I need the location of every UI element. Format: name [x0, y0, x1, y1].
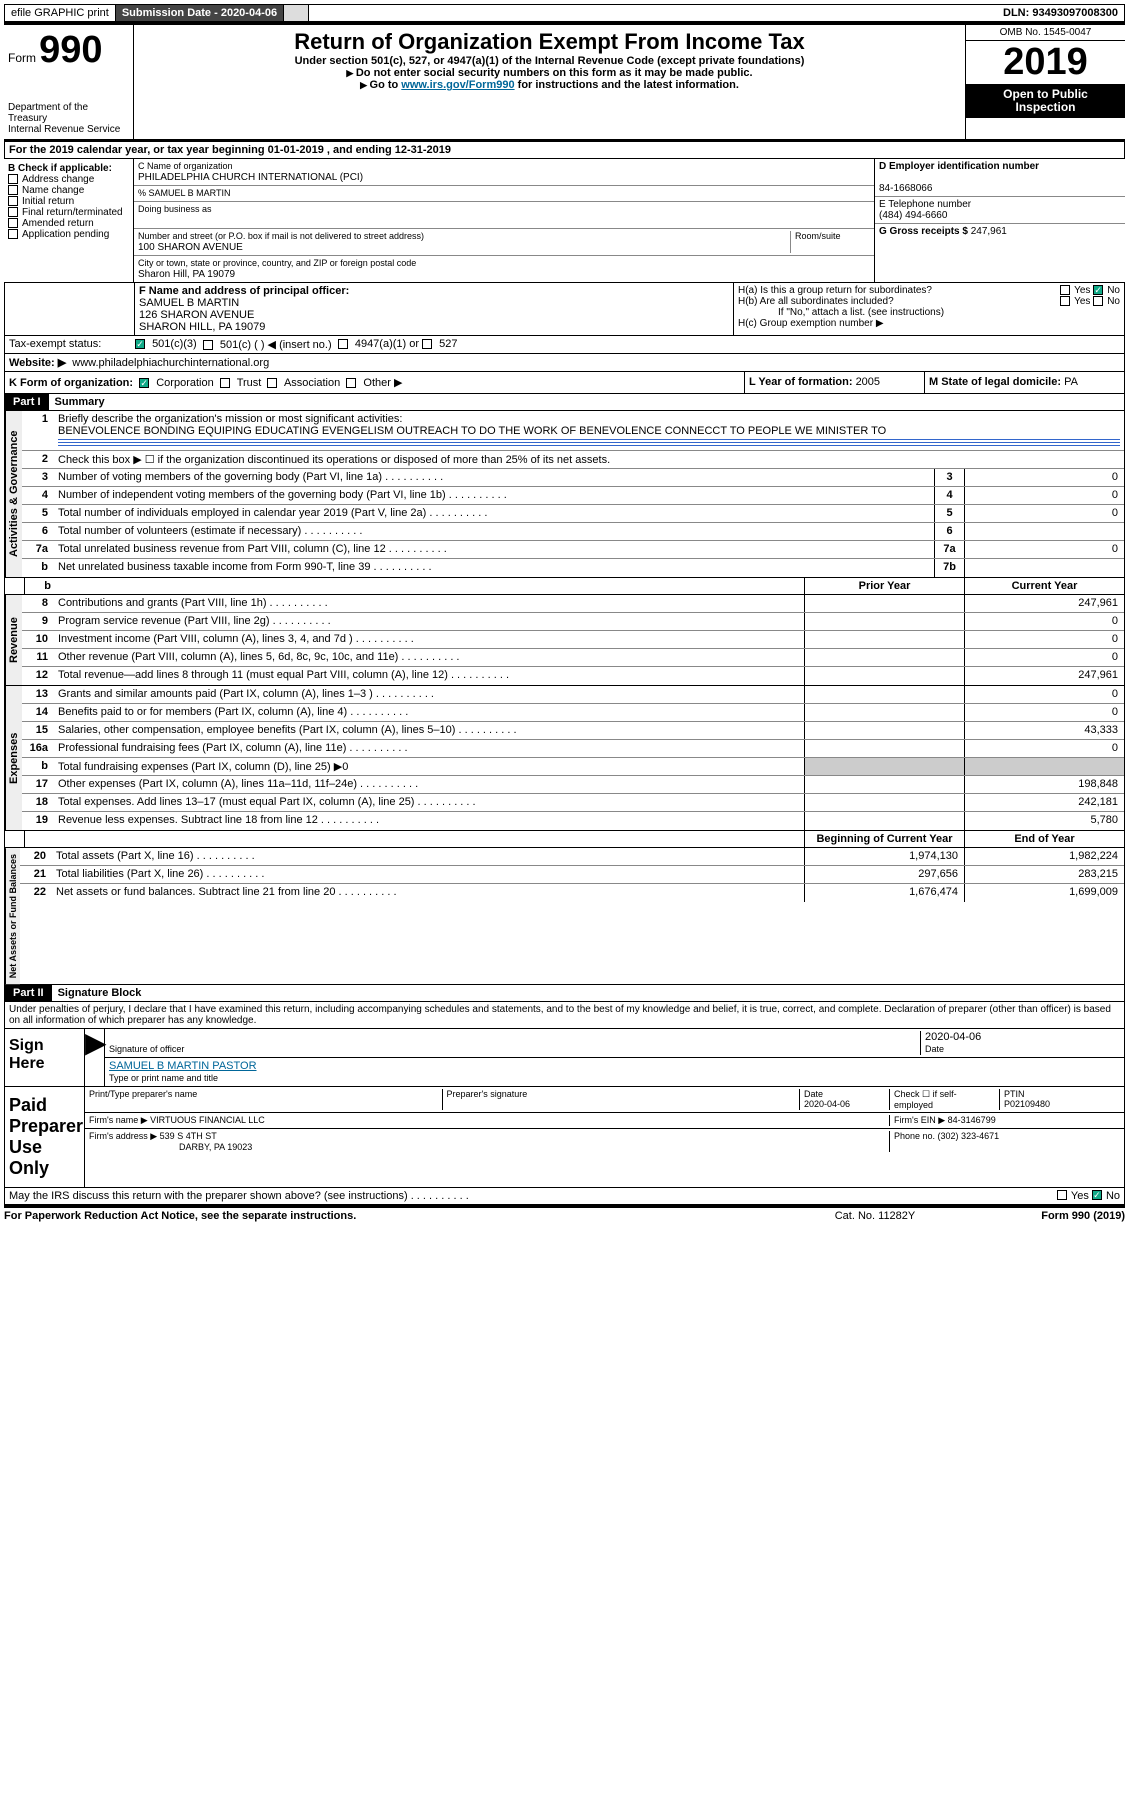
cb-trust[interactable]: [220, 378, 230, 388]
cb-irs-no[interactable]: [1092, 1190, 1102, 1200]
irs-link[interactable]: www.irs.gov/Form990: [401, 79, 514, 91]
block-b: B Check if applicable: Address change Na…: [4, 159, 134, 282]
efile-label: efile GRAPHIC print: [5, 5, 116, 21]
cb-ha-yes[interactable]: [1060, 285, 1070, 295]
submission-date-button[interactable]: Submission Date - 2020-04-06: [116, 5, 284, 21]
dept-label: Department of the Treasury Internal Reve…: [8, 102, 129, 135]
block-i: Tax-exempt status: 501(c)(3) 501(c) ( ) …: [4, 336, 1125, 354]
block-klm: K Form of organization: Corporation Trus…: [4, 372, 1125, 394]
form-header: Form 990 Department of the Treasury Inte…: [4, 25, 1125, 142]
side-governance: Activities & Governance: [5, 411, 22, 577]
cb-final-return[interactable]: Final return/terminated: [8, 207, 129, 218]
side-expenses: Expenses: [5, 686, 22, 830]
form-subtitle3: Go to www.irs.gov/Form990 for instructio…: [142, 79, 957, 91]
col-prior: Prior Year: [804, 578, 964, 594]
form-title: Return of Organization Exempt From Incom…: [142, 29, 957, 55]
cb-initial-return[interactable]: Initial return: [8, 196, 129, 207]
col-current: Current Year: [964, 578, 1124, 594]
line-a: For the 2019 calendar year, or tax year …: [4, 142, 1125, 159]
section-expenses: Expenses 13Grants and similar amounts pa…: [4, 686, 1125, 831]
jurat-text: Under penalties of perjury, I declare th…: [4, 1002, 1125, 1029]
mission-text: BENEVOLENCE BONDING EQUIPING EDUCATING E…: [58, 425, 886, 437]
section-revenue: Revenue 8Contributions and grants (Part …: [4, 595, 1125, 686]
cb-amended[interactable]: Amended return: [8, 218, 129, 229]
cb-other[interactable]: [346, 378, 356, 388]
sign-here-block: Sign Here ▶ Signature of officer2020-04-…: [4, 1029, 1125, 1087]
side-revenue: Revenue: [5, 595, 22, 685]
cb-501c[interactable]: 501(c) ( ) ◀ (insert no.): [203, 338, 332, 351]
side-net: Net Assets or Fund Balances: [5, 848, 20, 984]
part2-title: Signature Block: [52, 985, 148, 1001]
form-number: 990: [39, 29, 102, 71]
cb-corp[interactable]: [139, 378, 149, 388]
cb-4947[interactable]: 4947(a)(1) or: [338, 338, 419, 351]
cb-501c3[interactable]: 501(c)(3): [135, 338, 197, 351]
form-subtitle2: Do not enter social security numbers on …: [142, 67, 957, 79]
cb-527[interactable]: 527: [422, 338, 457, 351]
tax-year: 2019: [966, 41, 1125, 84]
cb-ha-no[interactable]: [1093, 285, 1103, 295]
paid-preparer-block: Paid Preparer Use Only Print/Type prepar…: [4, 1087, 1125, 1188]
entity-block: B Check if applicable: Address change Na…: [4, 159, 1125, 283]
may-irs-row: May the IRS discuss this return with the…: [4, 1188, 1125, 1205]
sign-arrow-icon: ▶: [85, 1029, 105, 1086]
cb-address-change[interactable]: Address change: [8, 174, 129, 185]
part1-header: Part I: [5, 394, 49, 410]
block-j: Website: ▶ www.philadelphiachurchinterna…: [4, 354, 1125, 372]
cb-hb-no[interactable]: [1093, 296, 1103, 306]
section-net: Net Assets or Fund Balances 20Total asse…: [4, 848, 1125, 985]
cb-hb-yes[interactable]: [1060, 296, 1070, 306]
cb-name-change[interactable]: Name change: [8, 185, 129, 196]
section-governance: Activities & Governance 1Briefly describ…: [4, 411, 1125, 578]
block-c: C Name of organizationPHILADELPHIA CHURC…: [134, 159, 875, 282]
open-to-public: Open to Public Inspection: [966, 84, 1125, 118]
cb-pending[interactable]: Application pending: [8, 229, 129, 240]
blank-button[interactable]: [284, 5, 309, 21]
part2-header: Part II: [5, 985, 52, 1001]
cb-irs-yes[interactable]: [1057, 1190, 1067, 1200]
website-link[interactable]: www.philadelphiachurchinternational.org: [72, 357, 269, 369]
col-end: End of Year: [964, 831, 1124, 847]
part1-title: Summary: [49, 394, 111, 410]
form-subtitle1: Under section 501(c), 527, or 4947(a)(1)…: [142, 55, 957, 67]
page-footer: For Paperwork Reduction Act Notice, see …: [4, 1208, 1125, 1222]
block-fh: F Name and address of principal officer:…: [4, 283, 1125, 336]
omb-number: OMB No. 1545-0047: [966, 25, 1125, 41]
dln-label: DLN: 93493097008300: [997, 5, 1124, 21]
col-begin: Beginning of Current Year: [804, 831, 964, 847]
cb-assoc[interactable]: [267, 378, 277, 388]
top-bar: efile GRAPHIC print Submission Date - 20…: [4, 4, 1125, 22]
block-deg: D Employer identification number84-16680…: [875, 159, 1125, 282]
officer-name[interactable]: SAMUEL B MARTIN PASTOR: [109, 1060, 257, 1072]
form-word: Form: [8, 51, 36, 65]
